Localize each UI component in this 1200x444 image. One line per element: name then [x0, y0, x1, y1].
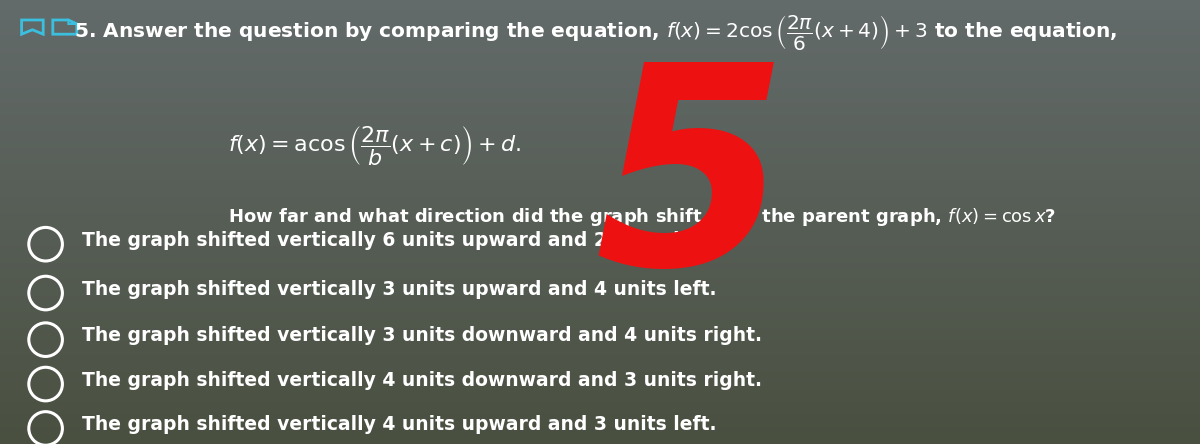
Text: The graph shifted vertically 3 units downward and 4 units right.: The graph shifted vertically 3 units dow… — [82, 326, 762, 345]
Text: The graph shifted vertically 4 units upward and 3 units left.: The graph shifted vertically 4 units upw… — [82, 415, 716, 434]
Text: How far and what direction did the graph shift from the parent graph, $f(x) = \c: How far and what direction did the graph… — [228, 206, 1056, 229]
Text: The graph shifted vertically 6 units upward and 2 units left.: The graph shifted vertically 6 units upw… — [82, 231, 716, 250]
Text: The graph shifted vertically 4 units downward and 3 units right.: The graph shifted vertically 4 units dow… — [82, 371, 762, 390]
Text: 5: 5 — [594, 53, 787, 323]
Text: 5. Answer the question by comparing the equation, $f(x) = 2\cos\left(\dfrac{2\pi: 5. Answer the question by comparing the … — [74, 13, 1117, 52]
Text: $f(x) =\mathrm{a}\cos\left(\dfrac{2\pi}{b}(x+c)\right) + d.$: $f(x) =\mathrm{a}\cos\left(\dfrac{2\pi}{… — [228, 124, 522, 167]
Text: The graph shifted vertically 3 units upward and 4 units left.: The graph shifted vertically 3 units upw… — [82, 280, 716, 299]
